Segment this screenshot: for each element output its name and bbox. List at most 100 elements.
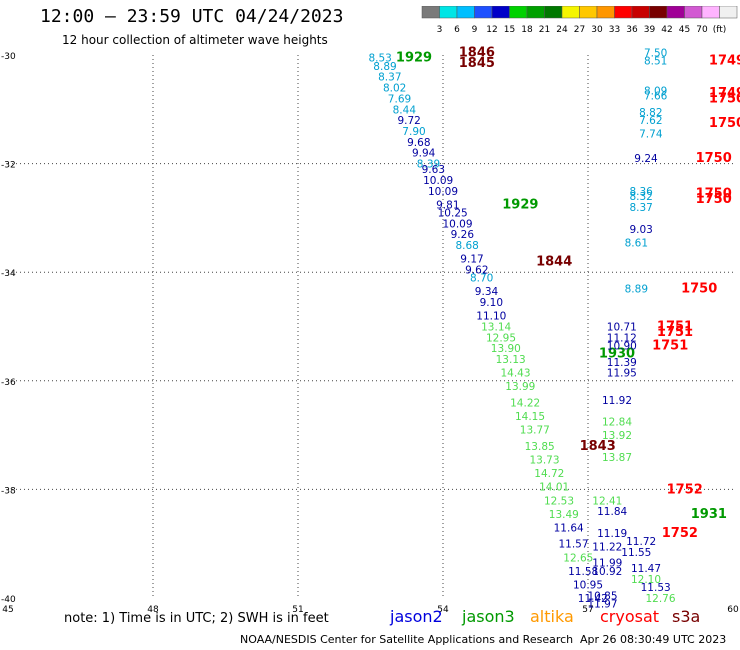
wave-height-label: 11.22	[592, 541, 622, 553]
legend-jason2: jason2	[390, 607, 443, 626]
wave-height-label: 8.36	[629, 186, 653, 198]
wave-height-label: 11.12	[607, 332, 637, 344]
orbit-label: 1844	[536, 254, 572, 269]
wave-height-label: 13.90	[491, 343, 521, 355]
orbit-label: 1930	[599, 347, 635, 362]
wave-height-label: 11.55	[621, 547, 651, 559]
wave-height-label: 8.68	[455, 240, 478, 252]
wave-height-label: 10.95	[573, 579, 603, 591]
wave-height-label: 8.89	[373, 61, 396, 73]
x-tick-label: 60	[727, 605, 739, 615]
wave-height-label: 13.13	[496, 354, 526, 366]
wave-height-label: 12.41	[592, 495, 622, 507]
wave-height-label: 14.15	[515, 411, 545, 423]
legend-altika: altika	[530, 607, 574, 626]
wave-height-label: 11.84	[597, 506, 627, 518]
orbit-label: 1929	[502, 197, 538, 212]
x-tick-label: 57	[582, 605, 593, 615]
wave-height-label: 9.81	[436, 199, 459, 211]
wave-height-label: 7.62	[639, 115, 662, 127]
wave-height-label: 9.62	[465, 264, 488, 276]
wave-height-label: 13.49	[549, 509, 579, 521]
note-text: note: 1) Time is in UTC; 2) SWH is in fe…	[64, 611, 329, 626]
x-tick-label: 45	[2, 605, 13, 615]
legend-cryosat: cryosat	[600, 607, 660, 626]
wave-height-label: 8.39	[417, 159, 440, 171]
wave-height-label: 14.72	[534, 468, 564, 480]
scale-label: 39	[644, 25, 656, 35]
wave-height-label: 7.66	[644, 91, 668, 103]
wave-height-label: 12.65	[563, 552, 593, 564]
wave-height-label: 12.76	[645, 593, 675, 605]
wave-height-label: 12.53	[544, 495, 574, 507]
color-scale: 3 6 9 12 15 18 21 24 27 30 33 36 39 42 45 70 (ft)	[421, 6, 738, 35]
wave-height-label: 10.25	[438, 207, 468, 219]
orbit-label: 1750	[696, 151, 732, 166]
scale-label: 70	[696, 25, 708, 35]
wave-height-label: 13.92	[602, 430, 632, 442]
wave-height-label: 9.34	[475, 286, 499, 298]
wave-height-label: 10.09	[442, 218, 472, 230]
wave-height-label: 9.72	[397, 115, 420, 127]
orbit-label: 1750	[709, 91, 740, 106]
orbit-label: 1929	[396, 51, 432, 66]
wave-height-label: 11.53	[641, 582, 671, 594]
y-tick-label: -38	[1, 486, 16, 496]
wave-height-label: 11.72	[626, 536, 656, 548]
wave-height-label: 10.92	[592, 566, 622, 578]
scale-label: 45	[679, 25, 690, 35]
wave-height-label: 9.24	[634, 153, 658, 165]
orbit-label: 1750	[709, 116, 740, 131]
orbit-label: 1845	[459, 56, 495, 71]
wave-height-label: 8.53	[368, 53, 391, 65]
scale-label: 3	[437, 25, 443, 35]
wave-height-label: 14.01	[539, 482, 569, 494]
wave-height-label: 8.37	[378, 72, 401, 84]
wave-height-label: 13.77	[520, 425, 550, 437]
scale-label: 24	[556, 25, 568, 35]
orbit-label: 1750	[696, 186, 732, 201]
y-tick-label: -36	[1, 378, 16, 388]
wave-height-label: 8.82	[639, 107, 662, 119]
y-tick-label: -40	[1, 595, 16, 605]
y-tick-label: -30	[1, 52, 16, 62]
scale-label: 9	[472, 25, 478, 35]
orbit-label: 1751	[652, 339, 688, 354]
wave-height-label: 7.69	[388, 93, 411, 105]
legend-s3a: s3a	[672, 607, 701, 626]
wave-height-label: 7.90	[402, 126, 425, 138]
wave-height-label: 13.14	[481, 322, 511, 334]
wave-height-label: 11.19	[597, 528, 627, 540]
wave-height-label: 11.64	[554, 522, 584, 534]
wave-height-label: 10.09	[428, 186, 458, 198]
wave-height-label: 10.85	[587, 590, 617, 602]
orbit-label: 1751	[657, 320, 693, 335]
credit-timestamp: Apr 26 08:30:49 UTC 2023	[580, 633, 727, 646]
wave-height-label: 8.44	[393, 104, 417, 116]
wave-height-label: 10.71	[607, 322, 637, 334]
scale-label: 33	[609, 25, 620, 35]
legend-jason3: jason3	[462, 607, 515, 626]
chart-subtitle: 12 hour collection of altimeter wave hei…	[62, 33, 328, 47]
wave-height-label: 13.99	[505, 381, 535, 393]
wave-height-label: 9.10	[480, 297, 503, 309]
orbit-label: 1751	[657, 325, 693, 340]
wave-height-label: 12.95	[486, 332, 516, 344]
wave-height-label: 11.99	[592, 558, 622, 570]
wave-height-label: 7.50	[644, 47, 667, 59]
scale-label: 42	[661, 25, 672, 35]
wave-height-label: 11.57	[558, 539, 588, 551]
orbit-label: 1752	[662, 526, 698, 541]
wave-height-label: 11.39	[607, 357, 637, 369]
wave-height-label: 14.43	[500, 368, 530, 380]
wave-height-label: 14.22	[510, 398, 540, 410]
wave-height-label: 8.70	[470, 273, 493, 285]
scale-label: (ft)	[713, 25, 727, 35]
wave-height-label: 8.37	[629, 202, 652, 214]
wave-height-label: 9.94	[412, 148, 436, 160]
wave-height-label: 11.58	[568, 566, 598, 578]
scale-label: 30	[591, 25, 603, 35]
wave-height-label: 8.51	[644, 55, 667, 67]
wave-height-label: 9.68	[407, 137, 430, 149]
